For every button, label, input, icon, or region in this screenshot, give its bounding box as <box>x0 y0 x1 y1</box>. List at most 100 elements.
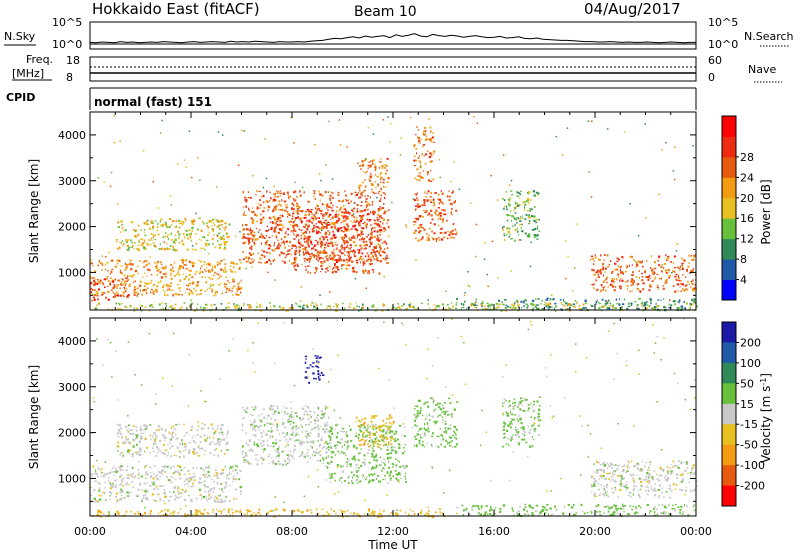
echo-cell <box>430 153 432 154</box>
echo-cell <box>206 474 208 475</box>
echo-cell <box>247 304 248 306</box>
echo-cell <box>431 130 432 132</box>
echo-cell <box>96 308 98 310</box>
echo-cell <box>104 492 106 494</box>
echo-cell <box>278 232 280 234</box>
echo-cell <box>274 259 275 261</box>
echo-cell <box>97 293 99 294</box>
echo-cell <box>296 250 298 252</box>
echo-cell <box>295 302 296 304</box>
echo-cell <box>602 269 604 270</box>
echo-cell <box>175 479 176 481</box>
echo-cell <box>379 447 381 448</box>
echo-cell <box>114 279 116 281</box>
echo-cell <box>163 236 165 238</box>
echo-cell <box>321 252 323 254</box>
echo-cell <box>213 491 214 493</box>
echo-cell <box>339 442 341 444</box>
echo-cell <box>290 421 292 422</box>
echo-cell <box>649 286 651 288</box>
echo-cell <box>691 299 693 301</box>
echo-cell <box>150 438 151 440</box>
echo-cell <box>207 307 208 308</box>
echo-cell <box>276 442 278 443</box>
echo-cell <box>202 237 204 238</box>
echo-cell <box>328 243 330 244</box>
echo-cell <box>345 195 347 197</box>
echo-cell <box>368 254 369 256</box>
echo-cell <box>212 279 214 280</box>
echo-cell <box>467 271 469 273</box>
echo-cell <box>535 222 537 224</box>
echo-cell <box>315 213 317 214</box>
echo-cell <box>661 149 663 151</box>
echo-cell <box>317 440 318 442</box>
echo-cell <box>276 406 278 407</box>
echo-cell <box>243 130 245 132</box>
echo-cell <box>476 224 478 226</box>
echo-cell <box>133 445 135 447</box>
echo-cell <box>288 249 290 251</box>
echo-cell <box>317 244 319 245</box>
echo-cell <box>201 494 202 496</box>
echo-cell <box>428 179 430 181</box>
echo-cell <box>176 497 178 498</box>
echo-cell <box>279 306 281 308</box>
echo-cell <box>658 256 660 258</box>
echo-cell <box>316 256 318 258</box>
echo-cell <box>368 213 370 215</box>
echo-cell <box>298 305 300 307</box>
echo-cell <box>438 225 440 227</box>
echo-cell <box>477 122 479 124</box>
echo-cell <box>127 275 128 277</box>
echo-cell <box>292 213 295 214</box>
echo-cell <box>461 303 463 305</box>
echo-cell <box>320 375 321 377</box>
echo-cell <box>368 179 369 180</box>
echo-cell <box>383 304 385 306</box>
echo-cell <box>304 235 306 237</box>
echo-cell <box>364 477 365 479</box>
echo-cell <box>157 223 158 225</box>
echo-cell <box>382 222 383 224</box>
echo-cell <box>327 209 328 211</box>
echo-cell <box>291 248 293 250</box>
echo-cell <box>599 303 601 304</box>
echo-cell <box>273 260 274 262</box>
echo-cell <box>669 275 671 277</box>
echo-cell <box>320 439 322 441</box>
echo-cell <box>186 259 187 261</box>
echo-cell <box>305 211 307 212</box>
echo-cell <box>354 255 356 257</box>
echo-cell <box>283 193 285 195</box>
echo-cell <box>184 435 186 436</box>
echo-cell <box>341 244 343 246</box>
echo-cell <box>295 217 297 219</box>
colorbar-tick-label: 20 <box>740 192 754 205</box>
echo-cell <box>243 191 244 193</box>
echo-cell <box>151 280 152 282</box>
echo-cell <box>532 308 534 310</box>
echo-cell <box>120 469 121 471</box>
echo-cell <box>311 213 312 215</box>
echo-cell <box>618 265 620 267</box>
echo-cell <box>321 257 322 259</box>
echo-cell <box>250 414 252 415</box>
echo-cell <box>272 442 274 444</box>
echo-cell <box>295 432 297 433</box>
echo-cell <box>537 192 539 194</box>
echo-cell <box>139 441 142 443</box>
echo-cell <box>268 259 270 261</box>
echo-cell <box>383 467 385 469</box>
echo-cell <box>682 266 683 268</box>
echo-cell <box>371 253 372 255</box>
echo-cell <box>323 204 325 205</box>
colorbar-tick-label: 24 <box>740 171 754 184</box>
echo-cell <box>323 463 325 464</box>
echo-cell <box>361 192 363 194</box>
echo-cell <box>325 220 327 222</box>
echo-cell <box>223 259 225 260</box>
echo-cell <box>295 434 297 436</box>
echo-cell <box>308 245 309 247</box>
echo-cell <box>598 307 599 308</box>
